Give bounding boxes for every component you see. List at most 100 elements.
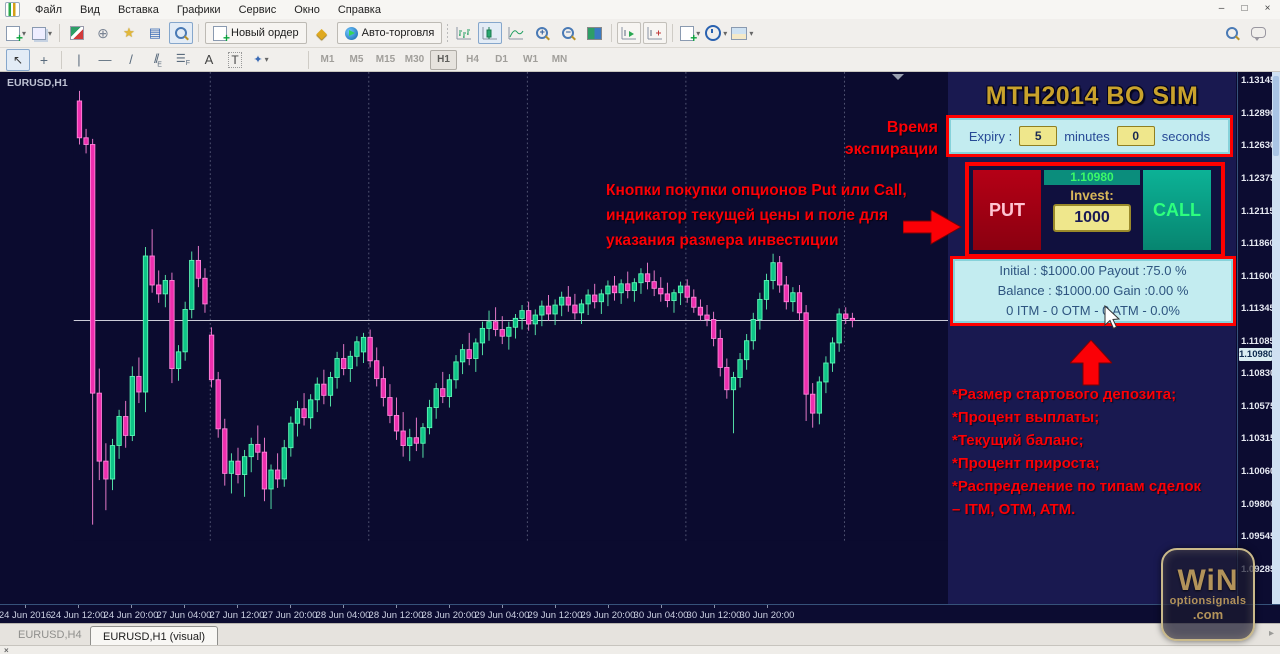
- terminal-button[interactable]: ▤: [143, 22, 167, 44]
- horizontal-line-tool-button[interactable]: —: [93, 49, 117, 71]
- crosshair-icon: +: [39, 51, 49, 68]
- trendline-icon: /: [129, 52, 133, 67]
- new-chart-button[interactable]: ▾: [4, 22, 28, 45]
- dropdown-arrow-icon: ▾: [21, 28, 26, 38]
- profiles-button[interactable]: ▾: [30, 22, 54, 44]
- time-label: 24 Jun 20:00: [103, 610, 159, 621]
- bar-chart-mode-button[interactable]: [452, 22, 476, 44]
- time-axis[interactable]: 24 Jun 2016 24 Jun 12:00 24 Jun 20:00 27 Ju…: [0, 604, 1280, 624]
- menu-item-4[interactable]: Сервис: [238, 3, 277, 16]
- invest-amount-input[interactable]: [1053, 204, 1131, 232]
- arrows-tool-button[interactable]: ✦ ▾: [249, 49, 273, 71]
- price-label: 1.11085: [1241, 335, 1275, 347]
- dropdown-arrow-icon: ▾: [696, 28, 701, 38]
- scrollbar-thumb[interactable]: [1273, 76, 1279, 156]
- trendline-tool-button[interactable]: /: [119, 49, 143, 71]
- call-button[interactable]: CALL: [1143, 170, 1211, 250]
- navigator-button[interactable]: ★: [117, 22, 141, 44]
- search-icon: [1226, 27, 1238, 39]
- dropdown-arrow-icon: ▾: [723, 28, 728, 38]
- terminal-close-icon[interactable]: ×: [4, 646, 9, 654]
- zoom-out-button[interactable]: −: [556, 22, 580, 44]
- candlestick-mode-button[interactable]: [478, 22, 503, 44]
- order-buttons-box: PUT 1.10980 Invest: CALL: [965, 162, 1225, 258]
- vertical-line-tool-button[interactable]: |: [67, 49, 91, 71]
- menu-item-0[interactable]: Файл: [35, 3, 63, 16]
- periods-button[interactable]: ▾: [704, 22, 728, 44]
- line-chart-mode-button[interactable]: [504, 22, 528, 44]
- timeframe-h4[interactable]: H4: [466, 54, 479, 65]
- menu-item-2[interactable]: Вставка: [117, 3, 159, 16]
- cursor-arrow-icon: ↖: [12, 52, 24, 67]
- timeframe-d1[interactable]: D1: [495, 54, 508, 65]
- timeframe-m5[interactable]: M5: [349, 54, 364, 65]
- label-tool-icon: T: [228, 51, 242, 68]
- time-tick: [131, 605, 132, 608]
- time-label: 27 Jun 12:00: [209, 610, 265, 621]
- terminal-list-icon: ▤: [148, 25, 162, 40]
- timeframe-h1[interactable]: H1: [430, 49, 457, 70]
- chart-tab-1[interactable]: EURUSD,H1 (visual): [90, 626, 219, 647]
- price-label: 1.09800: [1241, 498, 1276, 510]
- market-watch-button[interactable]: [65, 22, 89, 44]
- chart-tab-0[interactable]: EURUSD,H4: [18, 629, 82, 641]
- account-stats-box: Initial : $1000.00 Payout :75.0 % Balance…: [950, 256, 1236, 326]
- toolbar-separator: [198, 24, 199, 42]
- scroll-end-marker-icon[interactable]: [892, 74, 904, 80]
- strategy-tester-button[interactable]: [169, 22, 193, 44]
- expiry-seconds-input[interactable]: [1116, 126, 1155, 146]
- menu-item-3[interactable]: Графики: [176, 3, 221, 16]
- current-price-tag: 1.10980: [1239, 347, 1274, 361]
- time-label: 30 Jun 20:00: [739, 610, 795, 621]
- price-label: 1.09285: [1241, 563, 1276, 575]
- timeframe-m15[interactable]: M15: [375, 54, 396, 65]
- tab-scroll-right-icon[interactable]: ▸: [1268, 628, 1274, 639]
- optionsignals-logo: WiN optionsignals .com: [1161, 548, 1255, 641]
- fibonacci-tool-button[interactable]: ☰F: [171, 49, 195, 71]
- toolbar-separator: [611, 24, 613, 42]
- minimize-button[interactable]: ‒: [1218, 3, 1225, 14]
- zoom-in-button[interactable]: +: [530, 22, 554, 44]
- put-button[interactable]: PUT: [973, 170, 1041, 250]
- cursor-tool-button[interactable]: ↖: [6, 48, 30, 71]
- autotrading-button[interactable]: Авто-торговля: [336, 22, 443, 44]
- templates-button[interactable]: ▾: [730, 22, 754, 44]
- new-chart-icon: [5, 25, 23, 45]
- community-chat-button[interactable]: [1246, 22, 1270, 44]
- vertical-scrollbar[interactable]: [1272, 72, 1280, 604]
- new-order-label: Новый ордер: [231, 27, 299, 39]
- toolbar-separator: [308, 50, 309, 69]
- data-window-button[interactable]: ⊕: [91, 22, 115, 44]
- new-order-button[interactable]: Новый ордер: [205, 22, 307, 45]
- logo-text-optionsignals: optionsignals: [1169, 595, 1247, 607]
- chart-shift-button[interactable]: [643, 22, 668, 44]
- autotrading-icon: [344, 26, 358, 40]
- timeframe-m1[interactable]: M1: [320, 54, 335, 65]
- crosshair-tool-button[interactable]: +: [32, 49, 56, 71]
- fibonacci-icon: ☰F: [175, 52, 191, 68]
- text-label-tool-button[interactable]: T: [223, 49, 247, 71]
- search-button[interactable]: [1220, 22, 1244, 44]
- indicators-button[interactable]: ▾: [678, 22, 702, 45]
- expiry-minutes-input[interactable]: [1019, 126, 1058, 146]
- timeframe-mn[interactable]: MN: [551, 54, 568, 65]
- annotation-bullet: *Текущий баланс;: [952, 432, 1084, 449]
- restore-button[interactable]: □: [1241, 3, 1248, 14]
- time-tick: [714, 605, 715, 608]
- close-button[interactable]: ×: [1264, 3, 1271, 14]
- menu-item-1[interactable]: Вид: [80, 3, 100, 16]
- tile-windows-button[interactable]: [582, 22, 606, 44]
- timeframe-w1[interactable]: W1: [523, 54, 538, 65]
- metaeditor-button[interactable]: ◆: [310, 22, 334, 44]
- price-axis[interactable]: 1.13145 1.12890 1.12630 1.12375 1.12115 1.118…: [1237, 72, 1276, 604]
- channel-tool-button[interactable]: //E: [145, 49, 169, 71]
- menu-item-6[interactable]: Справка: [337, 3, 381, 16]
- timeframe-m30[interactable]: M30: [404, 54, 425, 65]
- menu-item-5[interactable]: Окно: [294, 3, 320, 16]
- candles: [76, 90, 855, 525]
- auto-scroll-button[interactable]: [617, 22, 642, 44]
- annotation-arrow-right-icon: [903, 210, 963, 245]
- text-tool-button[interactable]: A: [197, 49, 221, 71]
- current-price-indicator: 1.10980: [1044, 170, 1140, 185]
- chart-gridlines: [209, 72, 845, 541]
